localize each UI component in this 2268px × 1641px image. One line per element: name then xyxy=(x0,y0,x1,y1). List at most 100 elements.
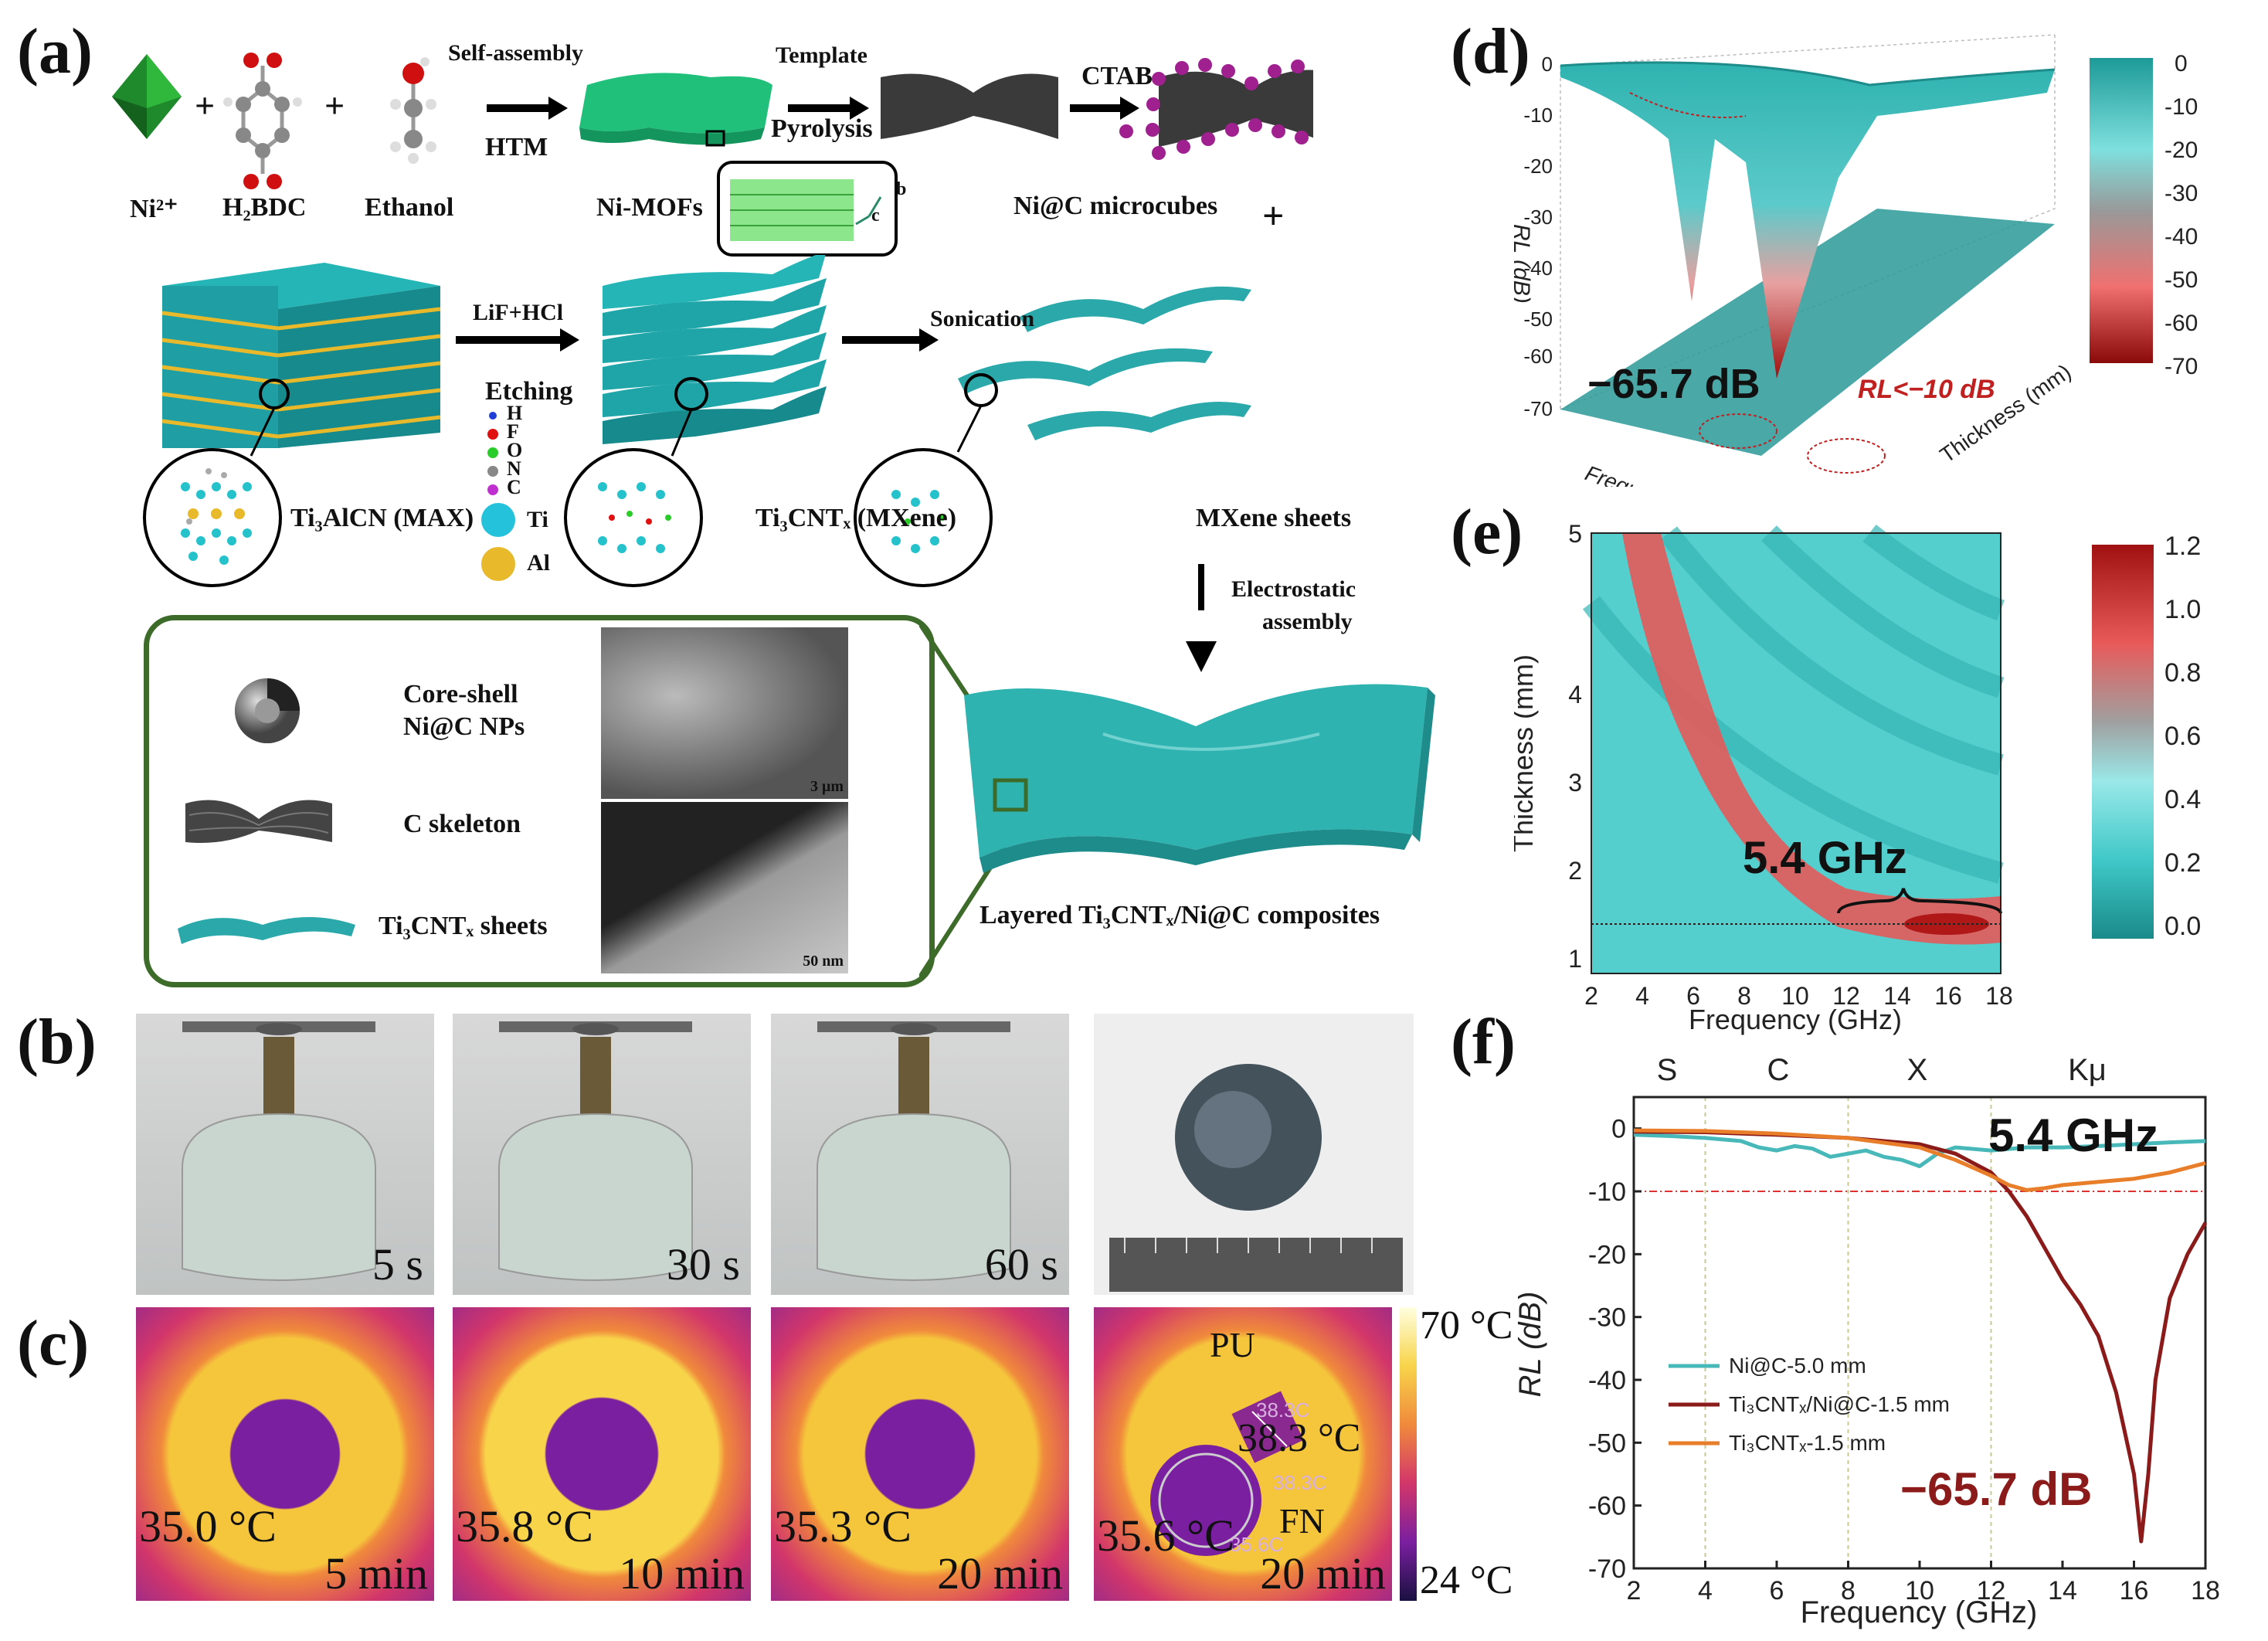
svg-text:10: 10 xyxy=(1781,982,1809,1010)
ni-c-microcube-icon xyxy=(1119,58,1313,160)
label-ni-c-microcubes: Ni@C microcubes xyxy=(1013,192,1218,220)
y-tick-label-0: 0 xyxy=(1611,1115,1626,1144)
carbon-block-icon xyxy=(881,73,1058,139)
svg-text:0: 0 xyxy=(1542,53,1553,76)
y-tick-label-5: -50 xyxy=(1588,1429,1626,1458)
svg-text:-70: -70 xyxy=(1523,397,1553,420)
tem-scale-bar: 50 nm xyxy=(803,953,844,970)
thermal-fn-label: FN xyxy=(1279,1501,1325,1541)
surface-body xyxy=(1560,62,2055,379)
panel-label-f: (f) xyxy=(1451,1006,1516,1078)
svg-text:-60: -60 xyxy=(1523,345,1553,368)
panel-label-a: (a) xyxy=(17,15,93,87)
svg-text:4: 4 xyxy=(1635,982,1649,1010)
thermal-pu-label: PU xyxy=(1210,1325,1255,1364)
atom-legend xyxy=(481,412,515,581)
heatmap-y-label: Thickness (mm) xyxy=(1514,654,1539,852)
heatmap-y-ticks: 1 2 3 4 5 xyxy=(1568,520,1582,973)
svg-text:-10: -10 xyxy=(1523,104,1553,127)
surface-annotation-min: −65.7 dB xyxy=(1587,361,1760,407)
plus-3: + xyxy=(1262,194,1285,237)
sheets-structure-inset-icon xyxy=(854,448,993,587)
h2bdc-atoms xyxy=(223,53,302,189)
flame-time-3: 60 s xyxy=(984,1239,1058,1289)
flame-time-2: 30 s xyxy=(666,1239,740,1289)
band-label-c: C xyxy=(1767,1053,1790,1087)
thermal-temp-4: 35.6 °C xyxy=(1097,1510,1234,1561)
max-stack-icon xyxy=(161,263,441,448)
sem-scale-bar: 3 μm xyxy=(810,778,844,795)
f-y-label: RL (dB) xyxy=(1514,1291,1547,1397)
x-tick-label-2: 6 xyxy=(1770,1576,1784,1605)
svg-text:16: 16 xyxy=(1934,982,1962,1010)
schematic-row1-graphics xyxy=(112,53,1313,257)
surface-z-label: RL (dB) xyxy=(1514,224,1534,304)
inset-label-core-shell: Core-shell xyxy=(403,680,518,708)
heatmap-annotation: 5.4 GHz xyxy=(1743,833,1907,883)
legend-label-3: Ti₃CNTₓ-1.5 mm xyxy=(1729,1431,1886,1455)
svg-text:0.6: 0.6 xyxy=(2164,722,2201,751)
arrow-pyrolysis-icon xyxy=(788,97,869,120)
svg-text:3: 3 xyxy=(1568,769,1582,797)
flame-photo-2: 30 s xyxy=(453,1014,751,1295)
series-line-0 xyxy=(1633,1133,2206,1168)
thermal-samples-icon xyxy=(1150,1391,1304,1556)
flame-time-1: 5 s xyxy=(372,1239,423,1289)
label-ni: Ni²⁺ xyxy=(130,195,178,223)
svg-text:1.2: 1.2 xyxy=(2164,532,2201,561)
core-shell-np-icon xyxy=(235,678,300,743)
band-label-ku: Kμ xyxy=(2068,1053,2107,1087)
ethanol-molecule-icon xyxy=(390,57,436,164)
svg-text:-70: -70 xyxy=(2164,354,2198,379)
svg-text:0.4: 0.4 xyxy=(2164,785,2201,814)
label-max: Ti₃AlCN (MAX) xyxy=(290,504,474,532)
legend-o: O xyxy=(507,439,523,461)
sample-photo xyxy=(1094,1014,1414,1295)
lamp-icon xyxy=(182,1021,376,1281)
thermal-overlay-1: 38.3C xyxy=(1256,1398,1310,1422)
svg-text:6: 6 xyxy=(1686,982,1700,1010)
inset-label-c-skeleton: C skeleton xyxy=(403,810,521,838)
mxene-sheets-icon xyxy=(958,286,1251,440)
thermal-image-4: 38.3C 38.3C 35.6C PU 38.3 °C FN 35.6 °C … xyxy=(1094,1307,1392,1601)
surface-x-label: Frequency (GHz) xyxy=(1582,461,1746,487)
heatmap-x-ticks: 2 4 6 8 10 12 14 16 18 xyxy=(1584,982,2013,1010)
label-mxene: Ti₃CNTₓ (MXene) xyxy=(755,504,957,532)
svg-text:-30: -30 xyxy=(2164,181,2198,206)
legend-f: F xyxy=(507,420,519,443)
label-ni-mofs: Ni-MOFs xyxy=(596,193,703,222)
x-tick-label-8: 18 xyxy=(2191,1576,2220,1605)
svg-text:1: 1 xyxy=(1568,945,1582,973)
inset-label-ti3cntx-sheets: Ti₃CNTₓ sheets xyxy=(379,912,548,940)
panel-label-d: (d) xyxy=(1451,15,1530,87)
heatmap-bracket xyxy=(1837,888,2002,914)
legend: Ni@C-5.0 mm Ti₃CNTₓ/Ni@C-1.5 mm Ti₃CNTₓ-… xyxy=(1669,1354,1950,1455)
thermal-time-1: 5 min xyxy=(324,1548,428,1599)
band-label-x: X xyxy=(1907,1053,1928,1087)
thermal-temp-3: 35.3 °C xyxy=(774,1501,912,1551)
thermal-image-2: 35.8 °C 10 min xyxy=(453,1307,751,1601)
svg-text:-20: -20 xyxy=(1523,155,1553,178)
line-plot-area: 2 4 6 8 10 12 14 16 18 0 -10 -20 -30 -40 -50 -60 -70 xyxy=(1588,1096,2220,1605)
heatmap-colorbar-ticks: 1.2 1.0 0.8 0.6 0.4 0.2 0.0 xyxy=(2164,532,2201,941)
svg-text:5: 5 xyxy=(1568,520,1582,548)
label-sonication: Sonication xyxy=(930,306,1035,331)
surface-z-ticks: 0 -10 -20 -30 -40 -50 -60 -70 xyxy=(1523,53,1553,420)
axis-c-label: c xyxy=(871,206,880,226)
thermal-time-2: 10 min xyxy=(619,1548,745,1599)
ti3cntx-sheet-icon xyxy=(178,917,355,944)
y-tick-label-1: -10 xyxy=(1588,1177,1626,1207)
thermal-time-4: 20 min xyxy=(1260,1548,1386,1599)
thermal-pu-temp: 38.3 °C xyxy=(1238,1416,1361,1460)
svg-text:-40: -40 xyxy=(2164,224,2198,250)
plus-2: + xyxy=(324,86,345,125)
band-labels: S C X Kμ xyxy=(1657,1053,2107,1087)
sample-disk-icon xyxy=(1109,1064,1403,1292)
floor-plane xyxy=(1560,209,2055,456)
label-etching: Etching xyxy=(485,377,573,406)
arrow-selfassembly-icon xyxy=(487,97,568,120)
arrow-ctab-icon xyxy=(1070,97,1139,120)
thermal-overlay-2: 38.3C xyxy=(1273,1471,1327,1494)
thermal-image-3: 35.3 °C 20 min xyxy=(771,1307,1069,1601)
svg-text:0: 0 xyxy=(2175,51,2188,76)
